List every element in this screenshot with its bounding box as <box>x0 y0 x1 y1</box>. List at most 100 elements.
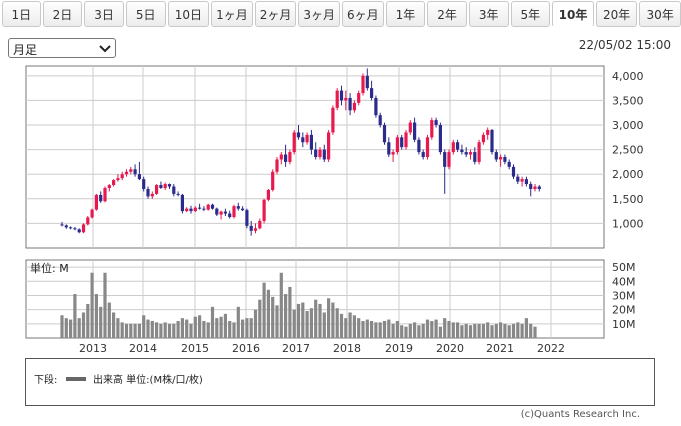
tab-8[interactable]: 3ヶ月 <box>298 1 340 27</box>
tab-7[interactable]: 2ヶ月 <box>254 1 297 27</box>
candle-body <box>146 188 150 197</box>
candle-body <box>438 125 442 153</box>
candle-body <box>357 93 361 103</box>
candle-body <box>150 193 154 197</box>
volume-bar <box>374 322 378 338</box>
candle-body <box>232 206 236 218</box>
volume-bar <box>473 323 477 338</box>
volume-bar <box>413 322 417 338</box>
candle-body <box>314 149 318 157</box>
tab-14[interactable]: 10年 <box>552 1 594 27</box>
volume-bar <box>167 323 172 338</box>
volume-bar <box>361 320 365 338</box>
volume-bar <box>107 302 111 338</box>
tab-16[interactable]: 30年 <box>639 1 681 27</box>
volume-bar <box>223 313 227 338</box>
y-tick-label: 2,500 <box>612 144 644 157</box>
candle-body <box>481 134 485 143</box>
y-tick-label: 4,000 <box>612 70 644 83</box>
candle-body <box>198 207 202 209</box>
tab-9[interactable]: 6ヶ月 <box>342 1 384 27</box>
tab-11[interactable]: 2年 <box>427 1 467 27</box>
volume-bar <box>258 299 262 338</box>
candle-body <box>103 187 107 202</box>
candle-body <box>533 186 537 189</box>
candle-body <box>155 185 159 194</box>
volume-bar <box>434 319 438 338</box>
volume-bar <box>288 286 292 338</box>
candle-body <box>520 179 524 182</box>
volume-bar <box>163 322 167 338</box>
volume-bar <box>335 308 339 338</box>
tab-1[interactable]: 1日 <box>2 1 41 27</box>
volume-bar <box>193 316 197 338</box>
volume-bar <box>60 315 64 338</box>
candle-body <box>464 152 468 155</box>
candle-body <box>176 193 180 195</box>
candle-body <box>468 152 473 155</box>
candle-body <box>271 171 275 190</box>
candle-body <box>503 157 507 162</box>
volume-bar <box>322 312 326 338</box>
candle-body <box>348 97 352 111</box>
volume-bar <box>172 323 176 338</box>
volume-bar <box>468 325 473 338</box>
candle-body <box>215 208 219 215</box>
volume-bar <box>90 272 94 338</box>
candle-body <box>107 185 111 188</box>
volume-tick-label: 40M <box>612 275 636 288</box>
candle-body <box>163 184 167 188</box>
x-tick-label: 2019 <box>385 342 413 355</box>
volume-bar <box>400 325 404 338</box>
tab-6[interactable]: 1ヶ月 <box>211 1 253 27</box>
candle-body <box>112 180 116 186</box>
volume-bar <box>529 323 533 338</box>
candle-body <box>253 228 258 231</box>
volume-bar <box>206 322 210 338</box>
tab-5[interactable]: 10日 <box>167 1 210 27</box>
x-tick-label: 2017 <box>282 342 310 355</box>
candle-body <box>206 204 210 210</box>
volume-bar <box>443 318 447 338</box>
tab-4[interactable]: 5日 <box>125 1 166 27</box>
tab-12[interactable]: 3年 <box>468 1 509 27</box>
tab-15[interactable]: 20年 <box>595 1 638 27</box>
legend-volume-swatch <box>66 377 86 381</box>
volume-bar <box>296 303 301 338</box>
volume-bar <box>516 322 520 338</box>
candle-body <box>245 210 249 226</box>
volume-bar <box>309 308 313 338</box>
tab-13[interactable]: 5年 <box>510 1 551 27</box>
volume-bar <box>533 326 537 338</box>
volume-bar <box>425 319 430 338</box>
candle-body <box>322 149 326 160</box>
volume-bar <box>507 325 511 338</box>
candle-body <box>305 134 309 143</box>
tab-2[interactable]: 2日 <box>42 1 83 27</box>
candle-body <box>292 132 296 153</box>
candle-body <box>262 199 266 221</box>
candle-body <box>288 152 292 162</box>
candle-body <box>365 75 369 89</box>
candle-body <box>219 211 223 215</box>
candle-body <box>77 229 81 233</box>
candle-body <box>185 208 189 212</box>
candle-body <box>258 220 262 229</box>
candle-body <box>447 152 451 167</box>
volume-bar <box>284 294 288 338</box>
candle-body <box>99 194 103 202</box>
period-select[interactable]: 月足 <box>8 38 116 58</box>
candle-body <box>279 154 283 160</box>
candle-body <box>477 142 481 162</box>
volume-bar <box>180 318 184 338</box>
candle-body <box>236 206 240 209</box>
candle-body <box>391 152 395 155</box>
volume-bar <box>137 323 141 338</box>
candle-body <box>425 137 430 157</box>
volume-bar <box>146 319 150 338</box>
volume-bar <box>99 306 103 338</box>
tab-3[interactable]: 3日 <box>84 1 124 27</box>
tab-10[interactable]: 1年 <box>385 1 426 27</box>
candle-body <box>129 169 133 172</box>
